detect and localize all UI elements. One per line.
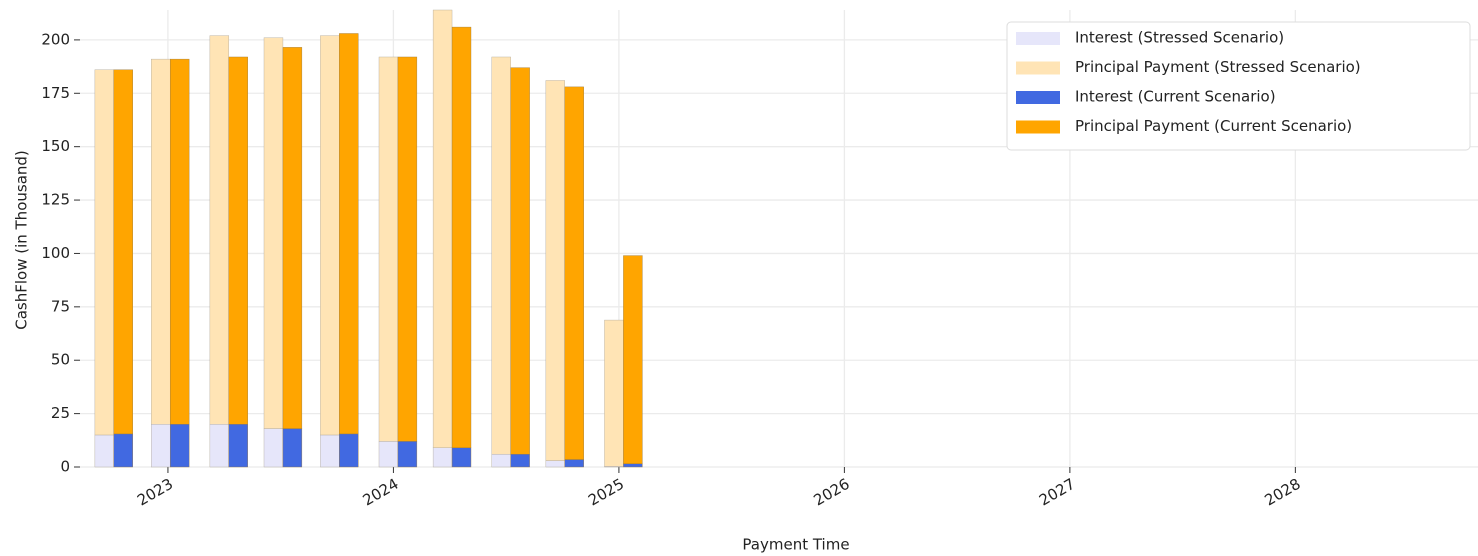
x-tick-label: 2024 [360,475,402,510]
y-tick-label: 0 [60,458,70,476]
bar [263,37,284,429]
y-axis-label: CashFlow (in Thousand) [13,150,31,330]
bar [623,255,643,464]
bar [397,56,418,442]
y-tick-label: 75 [51,297,70,315]
y-tick-label: 50 [51,351,70,369]
x-tick-label: 2026 [811,475,853,510]
legend-label: Principal Payment (Current Scenario) [1075,117,1352,135]
y-tick-label: 150 [41,137,70,155]
bar [545,80,565,461]
y-tick-label: 125 [41,191,70,209]
bar [228,424,248,468]
bar [228,56,248,425]
bar [510,67,530,455]
bar [151,58,171,425]
bar [320,35,340,436]
bar [491,453,511,468]
bar [169,424,190,468]
bar [209,35,230,425]
bar [169,58,190,425]
bar [510,453,530,468]
bar [282,428,303,468]
bar [94,434,115,468]
bar [378,56,399,442]
bar [378,441,399,468]
bar [263,428,284,468]
legend-swatch [1016,120,1060,134]
bar [113,433,133,468]
x-tick-label: 2028 [1262,475,1304,510]
x-tick-label: 2025 [585,475,627,510]
bar [432,447,453,468]
y-tick-label: 100 [41,244,70,262]
legend: Interest (Stressed Scenario) Principal Pa… [1006,21,1471,151]
bar [94,69,115,436]
bar [451,447,472,468]
legend-swatch [1016,61,1060,75]
bar [209,424,230,468]
bar [564,459,584,468]
y-tick-label: 200 [41,30,70,48]
legend-swatch [1016,91,1060,104]
legend-label: Interest (Current Scenario) [1075,88,1276,106]
bar [282,47,303,429]
y-tick-label: 25 [51,404,70,422]
bar [397,441,418,468]
bar [339,33,359,435]
bar [113,69,133,435]
x-axis-label: Payment Time [742,536,849,554]
bar [604,319,624,467]
legend-label: Interest (Stressed Scenario) [1075,29,1284,47]
bar [432,9,453,448]
legend-label: Principal Payment (Stressed Scenario) [1075,58,1361,76]
bar [491,56,511,455]
x-tick-label: 2027 [1036,475,1078,510]
bar [545,460,565,468]
bar [339,433,359,468]
bar [623,463,643,468]
bar [320,434,340,468]
bar [564,86,584,460]
legend-swatch [1016,32,1060,45]
x-tick-label: 2023 [134,475,176,510]
bar [451,26,472,448]
y-tick-label: 175 [41,84,70,102]
legend-frame [1006,21,1471,151]
bar [151,424,171,468]
